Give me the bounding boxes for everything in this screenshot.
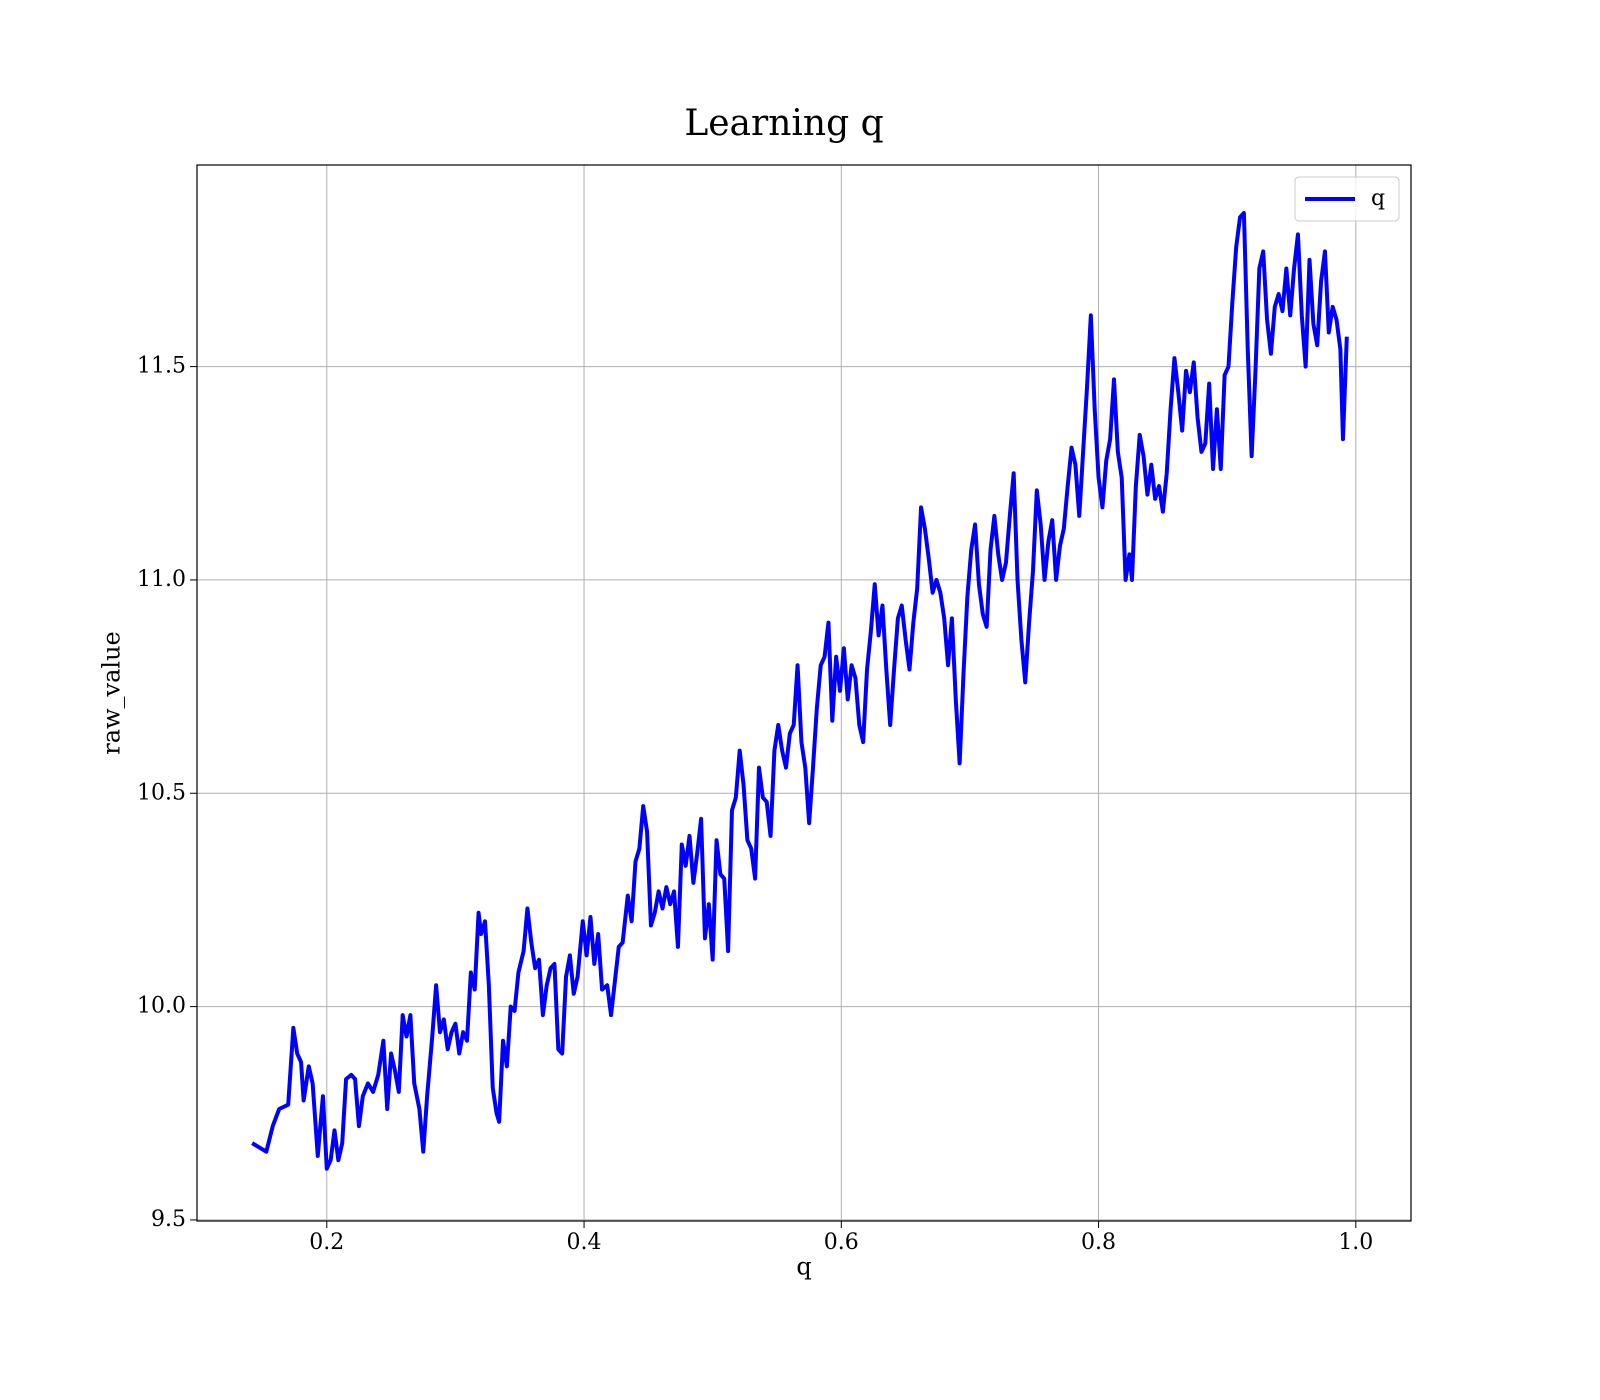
y-tick-label: 10.5 xyxy=(137,780,186,805)
y-axis-label: raw_value xyxy=(98,631,126,755)
x-axis-label: q xyxy=(796,1253,811,1281)
x-tick-label: 0.4 xyxy=(567,1230,602,1255)
y-tick-label: 11.0 xyxy=(137,567,186,592)
chart-title: Learning q xyxy=(684,103,883,144)
y-tick-label: 11.5 xyxy=(137,354,186,379)
x-tick-label: 1.0 xyxy=(1338,1230,1373,1255)
data-line xyxy=(251,211,1349,1171)
x-tick-label: 0.6 xyxy=(824,1230,859,1255)
x-tick-label: 0.8 xyxy=(1081,1230,1116,1255)
x-tick-label: 0.2 xyxy=(309,1230,344,1255)
axes-frame xyxy=(196,164,1412,1222)
legend-label: q xyxy=(1371,186,1385,211)
y-tick-label: 10.0 xyxy=(137,994,186,1019)
y-tick-label: 9.5 xyxy=(151,1207,186,1232)
